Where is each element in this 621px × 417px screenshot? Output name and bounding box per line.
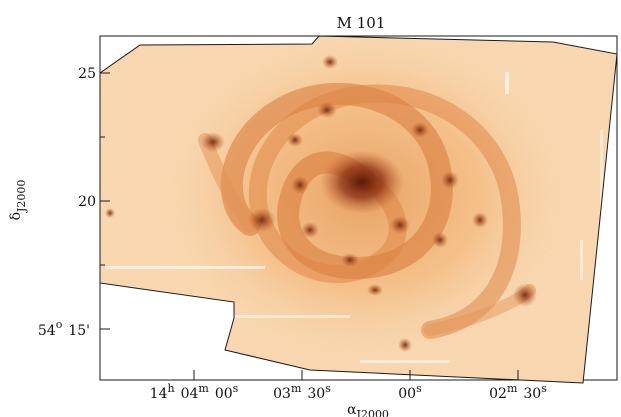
x-axis-label: αJ2000 xyxy=(347,402,389,417)
y-axis: 25 20 54o 15' δJ2000 xyxy=(8,66,110,339)
figure-title: M 101 xyxy=(337,14,386,32)
y-tick-label: 20 xyxy=(78,194,96,210)
x-tick-label: 14h 04m 00s xyxy=(150,382,239,402)
x-axis: 14h 04m 00s 03m 30s 00s 02m 30s αJ2000 xyxy=(150,370,547,417)
y-tick-label: 25 xyxy=(78,66,96,82)
galaxy-image xyxy=(100,36,617,383)
y-tick-label: 54o 15' xyxy=(38,318,90,339)
x-tick-label: 02m 30s xyxy=(489,382,547,402)
detector-artifacts xyxy=(105,72,603,363)
hii-regions xyxy=(105,55,537,352)
y-axis-label: δJ2000 xyxy=(8,180,28,221)
galaxy-core xyxy=(320,150,404,214)
x-tick-label: 03m 30s xyxy=(273,382,331,402)
x-tick-label: 00s xyxy=(398,382,422,402)
mosaic-outline xyxy=(99,35,618,384)
